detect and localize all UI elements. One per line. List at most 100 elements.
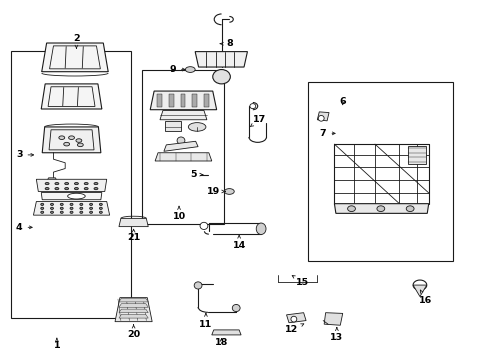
Text: 6: 6 <box>340 97 346 106</box>
Ellipse shape <box>90 207 93 210</box>
Ellipse shape <box>194 282 202 289</box>
Text: 15: 15 <box>292 275 309 287</box>
Ellipse shape <box>84 183 88 185</box>
Polygon shape <box>287 313 306 323</box>
Bar <box>169 94 173 107</box>
Ellipse shape <box>41 211 44 213</box>
Ellipse shape <box>213 69 230 84</box>
Text: 18: 18 <box>215 338 228 347</box>
Polygon shape <box>160 111 207 120</box>
Bar <box>192 94 197 107</box>
Text: 9: 9 <box>170 65 185 74</box>
Text: 2: 2 <box>73 34 80 49</box>
Text: 20: 20 <box>127 325 140 339</box>
Polygon shape <box>119 309 148 313</box>
Polygon shape <box>413 285 427 297</box>
Ellipse shape <box>80 211 83 213</box>
Ellipse shape <box>41 207 44 210</box>
Ellipse shape <box>80 203 83 206</box>
Ellipse shape <box>50 211 53 213</box>
Ellipse shape <box>99 203 102 206</box>
Bar <box>180 94 185 107</box>
Text: 7: 7 <box>320 129 335 138</box>
Text: 19: 19 <box>207 187 225 196</box>
Ellipse shape <box>94 188 98 190</box>
Polygon shape <box>42 43 108 72</box>
Ellipse shape <box>76 139 82 142</box>
Bar <box>165 121 181 131</box>
Polygon shape <box>334 204 429 213</box>
Ellipse shape <box>64 142 70 146</box>
Polygon shape <box>119 298 148 302</box>
Text: 10: 10 <box>172 206 186 221</box>
Ellipse shape <box>60 207 63 210</box>
Ellipse shape <box>177 137 185 144</box>
Ellipse shape <box>55 183 59 185</box>
Ellipse shape <box>59 136 65 139</box>
Ellipse shape <box>70 211 73 213</box>
Bar <box>308 82 453 261</box>
Bar <box>143 69 224 224</box>
Text: 5: 5 <box>191 170 203 179</box>
Ellipse shape <box>65 188 69 190</box>
Ellipse shape <box>318 116 324 121</box>
Ellipse shape <box>50 203 53 206</box>
Ellipse shape <box>256 223 266 234</box>
Polygon shape <box>318 112 329 121</box>
Bar <box>204 94 209 107</box>
Text: 16: 16 <box>419 290 432 305</box>
Ellipse shape <box>60 211 63 213</box>
Ellipse shape <box>188 123 206 131</box>
Text: 13: 13 <box>330 328 343 342</box>
Ellipse shape <box>41 203 44 206</box>
Ellipse shape <box>84 188 88 190</box>
Polygon shape <box>41 193 102 200</box>
Text: 11: 11 <box>199 314 213 329</box>
Bar <box>408 145 426 164</box>
Ellipse shape <box>70 207 73 210</box>
Text: 12: 12 <box>285 324 304 334</box>
Ellipse shape <box>74 183 78 185</box>
Polygon shape <box>36 179 107 192</box>
Ellipse shape <box>232 305 240 312</box>
Ellipse shape <box>90 211 93 213</box>
Ellipse shape <box>77 143 83 147</box>
Polygon shape <box>119 219 148 226</box>
Ellipse shape <box>68 193 85 199</box>
Ellipse shape <box>406 206 414 212</box>
Ellipse shape <box>94 183 98 185</box>
Polygon shape <box>212 330 241 335</box>
Ellipse shape <box>60 203 63 206</box>
Ellipse shape <box>291 316 297 322</box>
Ellipse shape <box>80 207 83 210</box>
Text: 17: 17 <box>250 115 266 127</box>
Ellipse shape <box>74 188 78 190</box>
Ellipse shape <box>99 211 102 213</box>
Ellipse shape <box>377 206 385 212</box>
Polygon shape <box>195 51 247 67</box>
Ellipse shape <box>45 188 49 190</box>
Polygon shape <box>324 313 343 325</box>
Ellipse shape <box>224 189 234 194</box>
Ellipse shape <box>185 67 195 72</box>
Polygon shape <box>150 91 217 110</box>
Polygon shape <box>42 127 101 153</box>
Polygon shape <box>33 202 110 215</box>
Ellipse shape <box>200 222 208 229</box>
Polygon shape <box>119 315 148 318</box>
Text: 4: 4 <box>16 223 32 232</box>
Polygon shape <box>164 141 198 151</box>
Text: 1: 1 <box>53 338 60 350</box>
Polygon shape <box>47 178 57 181</box>
Text: 14: 14 <box>233 235 246 250</box>
Ellipse shape <box>45 183 49 185</box>
Text: 21: 21 <box>127 229 140 242</box>
Polygon shape <box>115 298 152 321</box>
Text: 3: 3 <box>16 150 34 159</box>
Bar <box>157 94 162 107</box>
Text: 8: 8 <box>220 39 233 48</box>
Ellipse shape <box>50 207 53 210</box>
Bar <box>11 51 131 318</box>
Ellipse shape <box>347 206 355 212</box>
Ellipse shape <box>69 136 74 139</box>
